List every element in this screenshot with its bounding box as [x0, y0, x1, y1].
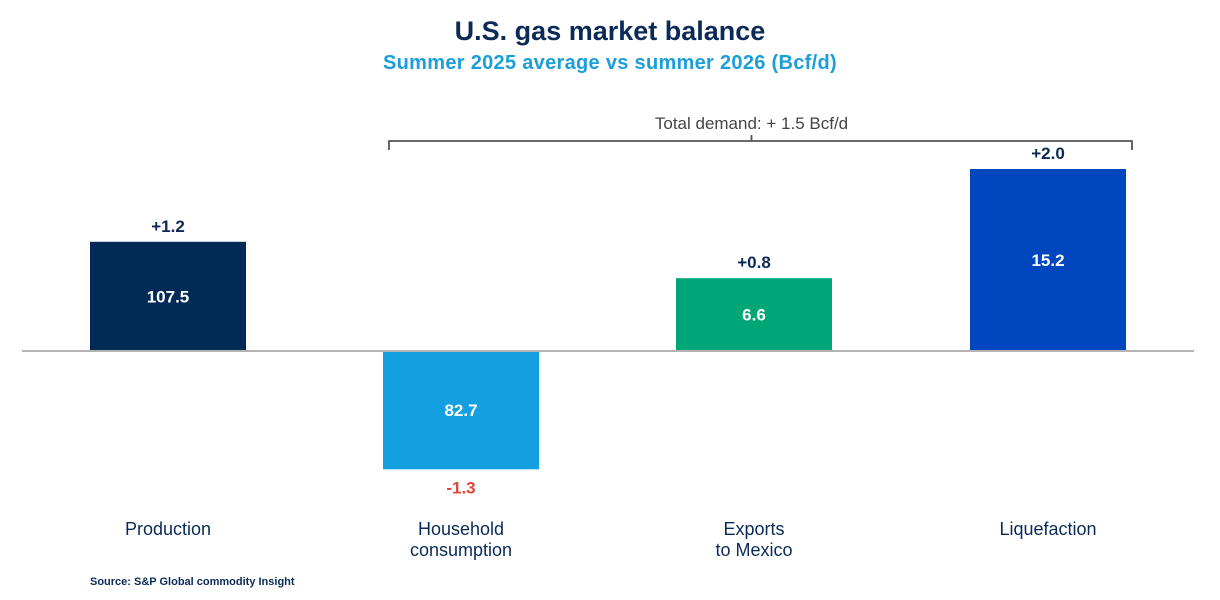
bar-value-label-0: 107.5 — [147, 287, 190, 306]
bar-0 — [90, 241, 246, 351]
brace-line — [388, 135, 1133, 150]
bar-value-label-3: 15.2 — [1031, 251, 1064, 270]
total-demand-annotation: Total demand: + 1.5 Bcf/d — [655, 114, 848, 133]
source-note: Source: S&P Global commodity Insight — [90, 576, 295, 588]
category-label-2-line-0: Exports — [723, 519, 784, 539]
category-label-2-line-1: to Mexico — [715, 540, 792, 560]
category-label-3: Liquefaction — [999, 519, 1096, 539]
category-label-1-line-1: consumption — [410, 540, 512, 560]
category-label-1-line-0: Household — [418, 519, 504, 539]
delta-label-2: +0.8 — [737, 253, 771, 272]
bar-value-label-1: 82.7 — [444, 401, 477, 420]
chart-subtitle: Summer 2025 average vs summer 2026 (Bcf/… — [383, 52, 837, 74]
total-demand-brace: Total demand: + 1.5 Bcf/d — [388, 114, 1133, 150]
labels-group: 107.5 +1.2 Production 82.7 -1.3 Householdcons… — [125, 144, 1097, 560]
delta-label-0: +1.2 — [151, 217, 185, 236]
delta-label-3: +2.0 — [1031, 144, 1065, 163]
category-label-0: Production — [125, 519, 211, 539]
bar-value-label-2: 6.6 — [742, 306, 766, 325]
delta-label-1: -1.3 — [446, 478, 475, 497]
bar-3 — [970, 169, 1126, 351]
chart-title: U.S. gas market balance — [454, 16, 766, 46]
bar-2 — [676, 278, 832, 351]
bar-1 — [383, 351, 539, 470]
bars-group — [90, 169, 1126, 470]
